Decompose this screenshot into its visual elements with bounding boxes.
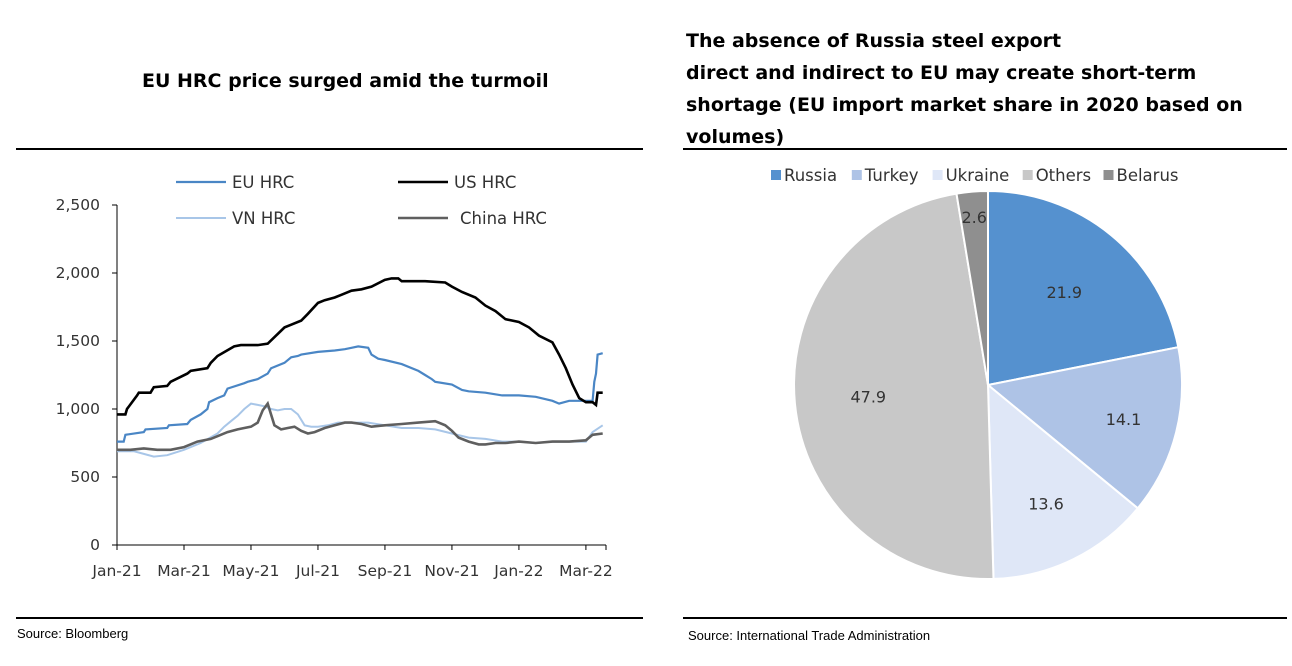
y-tick-label: 2,000 [56, 264, 100, 282]
pie-slice-ukraine [986, 382, 1140, 580]
series-line-china-hrc [117, 400, 603, 452]
x-tick-label: Mar-21 [157, 562, 211, 580]
legend-label-russia: Russia [784, 166, 837, 185]
right-top-rule [683, 148, 1287, 150]
line-chart-title: EU HRC price surged amid the turmoil [142, 70, 549, 92]
pie-slice-turkey [985, 346, 1183, 510]
y-tick-label: 0 [90, 536, 100, 554]
legend-label-china-hrc: China HRC [460, 209, 547, 228]
x-tick-label: Nov-21 [424, 562, 479, 580]
pie-label-others: 47.9 [850, 388, 886, 407]
pie-label-turkey: 14.1 [1106, 410, 1142, 429]
line-chart-series [117, 277, 604, 458]
left-source: Source: Bloomberg [17, 626, 129, 641]
legend-swatch-turkey [851, 170, 862, 180]
legend-label-ukraine: Ukraine [946, 166, 1010, 185]
pie-chart-slices [793, 189, 1183, 580]
x-tick-label: Jan-22 [493, 562, 543, 580]
price-line-chart: EU HRC US HRC VN HRC China HRC 0 500 1,000 1,5… [56, 173, 613, 580]
legend-swatch-ukraine [932, 170, 943, 180]
legend-label-belarus: Belarus [1117, 166, 1179, 185]
left-top-rule [16, 148, 643, 150]
legend-label-others: Others [1036, 166, 1091, 185]
import-share-pie-chart: Russia Turkey Ukraine Others Belarus 21.9 14.… [771, 166, 1183, 580]
pie-title-line-2: direct and indirect to EU may create sho… [686, 62, 1197, 84]
pie-chart-legend: Russia Turkey Ukraine Others Belarus [771, 166, 1179, 185]
y-tick-label: 1,000 [56, 400, 100, 418]
x-tick-label: Jan-21 [91, 562, 141, 580]
legend-label-us-hrc: US HRC [454, 173, 516, 192]
y-tick-label: 2,500 [56, 196, 100, 214]
series-line-us-hrc [117, 277, 603, 416]
legend-swatch-belarus [1103, 170, 1114, 180]
pie-title-line-3: shortage (EU import market share in 2020… [686, 94, 1243, 116]
y-tick-label: 500 [70, 468, 100, 486]
x-tick-label: Sep-21 [358, 562, 413, 580]
x-tick-label: May-21 [222, 562, 279, 580]
left-bottom-rule [16, 617, 643, 619]
pie-title-line-4: volumes) [686, 126, 785, 148]
x-tick-label: Mar-22 [559, 562, 613, 580]
pie-chart-title: The absence of Russia steel export direc… [686, 25, 1286, 153]
pie-label-belarus: 2.6 [961, 208, 986, 227]
y-tick-label: 1,500 [56, 332, 100, 350]
legend-label-vn-hrc: VN HRC [232, 209, 295, 228]
legend-swatch-russia [771, 170, 781, 180]
pie-slice-belarus [955, 189, 989, 386]
pie-chart-labels: 21.9 14.1 13.6 47.9 2.6 [850, 208, 1141, 514]
pie-title-line-1: The absence of Russia steel export [686, 30, 1062, 52]
pie-label-russia: 21.9 [1046, 283, 1082, 302]
series-line-eu-hrc [117, 345, 603, 443]
legend-label-eu-hrc: EU HRC [232, 173, 294, 192]
series-line-vn-hrc [117, 402, 604, 458]
x-tick-label: Jul-21 [295, 562, 340, 580]
right-bottom-rule [683, 617, 1287, 619]
legend-label-turkey: Turkey [864, 166, 919, 185]
line-chart-legend: EU HRC US HRC VN HRC China HRC [176, 173, 547, 228]
line-chart-axes: 0 500 1,000 1,500 2,000 2,500 Jan-21 Mar-21 May-… [56, 196, 613, 580]
pie-label-ukraine: 13.6 [1028, 495, 1064, 514]
right-source: Source: International Trade Administrati… [688, 628, 931, 643]
pie-slice-russia [987, 189, 1180, 387]
legend-swatch-others [1022, 170, 1033, 180]
pie-slice-others [793, 192, 995, 580]
